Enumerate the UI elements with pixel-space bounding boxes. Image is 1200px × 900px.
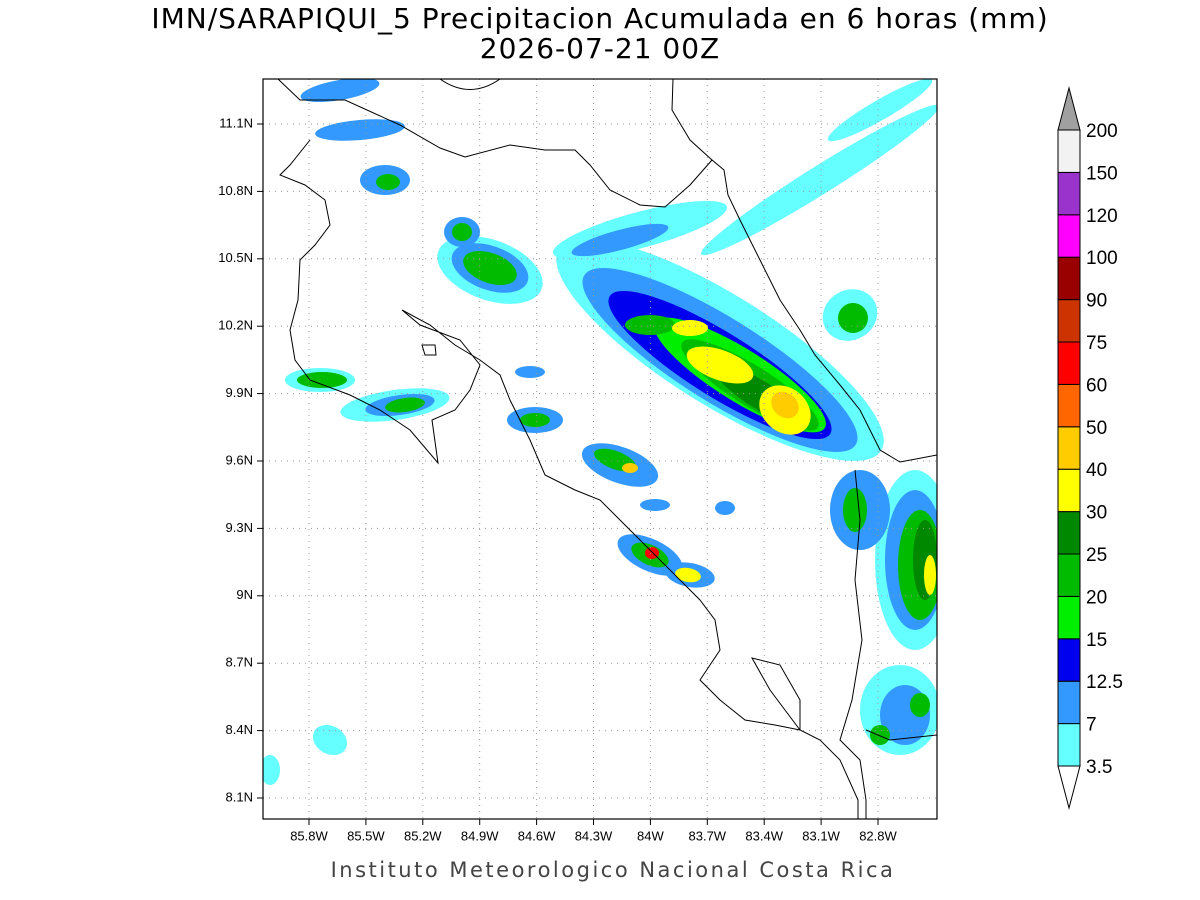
y-tick-label: 10.2N bbox=[218, 318, 253, 333]
coastlines bbox=[277, 79, 937, 819]
colorbar-under bbox=[1057, 765, 1081, 810]
precip-area bbox=[300, 79, 380, 103]
colorbar-band bbox=[1057, 256, 1081, 301]
colorbar-label: 40 bbox=[1086, 460, 1107, 481]
island bbox=[421, 344, 437, 356]
colorbar-band bbox=[1057, 341, 1081, 385]
colorbar-band bbox=[1057, 468, 1081, 513]
colorbar-label: 7 bbox=[1086, 715, 1097, 736]
precip-area bbox=[385, 397, 425, 413]
x-tick-label: 84.9W bbox=[461, 828, 499, 843]
precip-area bbox=[675, 567, 701, 583]
precip-area bbox=[686, 346, 754, 384]
y-tick-label: 8.7N bbox=[226, 655, 253, 670]
colorbar: 3.5 7 12.5 15 20 25 30 40 50 60 75 90 100 120 150 200 bbox=[1057, 86, 1123, 810]
colorbar-label: 75 bbox=[1086, 333, 1107, 354]
precip-area bbox=[520, 413, 550, 427]
y-tick-label: 10.5N bbox=[218, 250, 253, 265]
precip-field bbox=[263, 79, 937, 785]
grid bbox=[257, 79, 937, 825]
precip-area bbox=[672, 320, 708, 336]
x-tick-label: 82.8W bbox=[859, 828, 897, 843]
colorbar-band bbox=[1057, 299, 1081, 343]
colorbar-band bbox=[1057, 129, 1081, 173]
precip-area bbox=[376, 174, 400, 190]
precip-area bbox=[312, 724, 348, 756]
pacific-coast bbox=[279, 139, 859, 819]
x-tick-label: 83.7W bbox=[689, 828, 727, 843]
colorbar-label: 25 bbox=[1086, 545, 1107, 566]
subtitle: 2026-07-21 00Z bbox=[480, 32, 720, 65]
y-tick-label: 11.1N bbox=[219, 115, 253, 130]
precip-area bbox=[910, 693, 930, 717]
colorbar-label: 120 bbox=[1086, 206, 1118, 227]
country-border-north bbox=[671, 79, 713, 161]
y-tick-label: 9.6N bbox=[226, 452, 253, 467]
precip-area bbox=[870, 725, 890, 745]
colorbar-band bbox=[1057, 171, 1081, 216]
colorbar-band bbox=[1057, 383, 1081, 428]
precip-area bbox=[924, 555, 936, 595]
colorbar-label: 100 bbox=[1086, 248, 1118, 269]
title: IMN/SARAPIQUI_5 Precipitacion Acumulada … bbox=[151, 2, 1048, 35]
colorbar-band bbox=[1057, 553, 1081, 597]
x-tick-label: 84W bbox=[637, 828, 664, 843]
colorbar-band bbox=[1057, 723, 1081, 767]
panama-border bbox=[839, 469, 867, 819]
colorbar-band bbox=[1057, 595, 1081, 640]
colorbar-label: 3.5 bbox=[1086, 757, 1112, 778]
precip-area bbox=[771, 391, 799, 419]
precip-area bbox=[297, 372, 347, 388]
colorbar-label: 60 bbox=[1086, 375, 1107, 396]
colorbar-label: 20 bbox=[1086, 587, 1107, 608]
y-tick-label: 9.3N bbox=[226, 520, 253, 535]
colorbar-label: 15 bbox=[1086, 630, 1107, 651]
colorbar-band bbox=[1057, 638, 1081, 682]
x-tick-label: 84.3W bbox=[575, 828, 613, 843]
precip-area bbox=[843, 488, 867, 532]
y-tick-label: 9N bbox=[236, 587, 253, 602]
y-tick-label: 10.8N bbox=[218, 183, 253, 198]
panama-coast bbox=[865, 729, 937, 741]
y-tick-label: 8.4N bbox=[226, 722, 253, 737]
y-tick-label: 9.9N bbox=[226, 385, 253, 400]
precip-area bbox=[715, 501, 735, 515]
footer: Instituto Meteorologico Nacional Costa R… bbox=[331, 858, 896, 882]
colorbar-band bbox=[1057, 680, 1081, 725]
colorbar-band bbox=[1057, 426, 1081, 470]
colorbar-label: 90 bbox=[1086, 291, 1107, 312]
x-tick-label: 85.2W bbox=[404, 828, 442, 843]
precip-area bbox=[622, 463, 638, 473]
coastline-north bbox=[277, 79, 937, 463]
y-tick-label: 8.1N bbox=[226, 789, 253, 804]
colorbar-over bbox=[1057, 86, 1081, 131]
colorbar-label: 30 bbox=[1086, 503, 1107, 524]
x-tick-label: 85.5W bbox=[347, 828, 385, 843]
precip-area bbox=[640, 499, 670, 511]
precip-area bbox=[515, 366, 545, 378]
precip-area bbox=[315, 119, 405, 141]
colorbar-label: 50 bbox=[1086, 418, 1107, 439]
x-tick-label: 83.1W bbox=[802, 828, 840, 843]
colorbar-band bbox=[1057, 214, 1081, 258]
precip-area bbox=[263, 755, 280, 785]
precip-area bbox=[827, 79, 933, 142]
colorbar-label: 200 bbox=[1086, 121, 1118, 142]
x-tick-label: 85.8W bbox=[290, 828, 328, 843]
precip-area bbox=[571, 223, 669, 257]
map-frame bbox=[262, 78, 938, 820]
x-tick-label: 83.4W bbox=[745, 828, 783, 843]
precip-area bbox=[701, 104, 937, 256]
x-tick-label: 84.6W bbox=[518, 828, 556, 843]
colorbar-label: 150 bbox=[1086, 163, 1118, 184]
precip-area bbox=[838, 303, 868, 333]
precip-area bbox=[452, 223, 472, 241]
precip-area bbox=[463, 250, 517, 286]
colorbar-band bbox=[1057, 511, 1081, 555]
colorbar-label: 12.5 bbox=[1086, 672, 1123, 693]
nicaragua-lake bbox=[439, 79, 501, 90]
